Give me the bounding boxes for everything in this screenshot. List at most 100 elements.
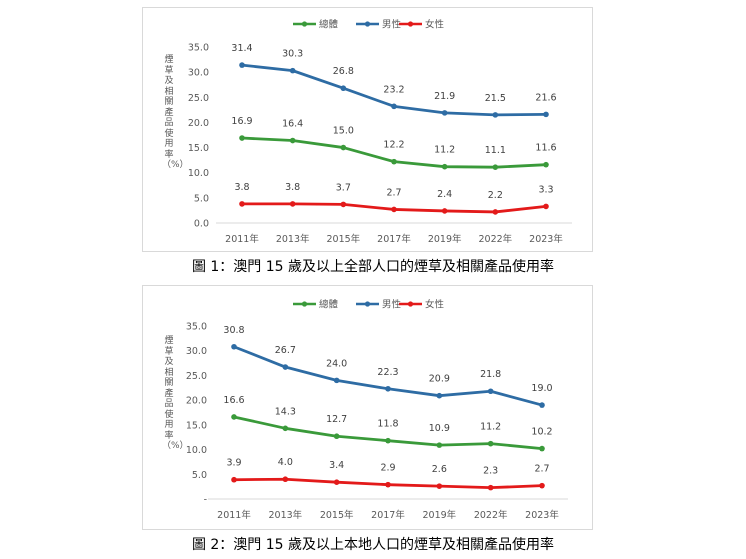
chart-1-y-tick-label: 30.0	[188, 68, 209, 79]
chart-1-data-point	[239, 135, 245, 141]
chart-2-data-point	[333, 433, 340, 440]
chart-1-y-tick-label: 10.0	[188, 168, 209, 179]
chart-2-x-tick-label: 2022年	[474, 509, 508, 521]
chart-2-data-label: 2.3	[483, 466, 498, 477]
chart-1-y-tick-label: 20.0	[188, 118, 209, 129]
chart-1-data-point	[340, 144, 347, 151]
chart-1-x-tick-label: 2023年	[529, 233, 563, 245]
chart-2-data-label: 2.7	[534, 464, 549, 475]
chart-1-x-tick-label: 2011年	[225, 233, 259, 245]
chart-1-y-axis-label: 煙草及相關產品使用率（%）	[162, 55, 189, 170]
chart-2-legend-swatch-marker	[407, 301, 414, 307]
chart-2-data-point	[385, 437, 391, 444]
chart-2-x-tick-label: 2019年	[422, 509, 456, 521]
chart-panel-1: 35.0 30.0 25.0 20.0 15.0 10.0 5.0 0.0 2011年 2013年…	[142, 7, 593, 252]
chart-1-data-label: 21.5	[485, 93, 506, 104]
chart-1-data-label: 12.2	[383, 140, 404, 151]
chart-1-data-label: 21.9	[434, 91, 455, 102]
chart-2-y-tick-label: 15.0	[186, 420, 207, 431]
chart-1-x-tick-label: 2015年	[326, 233, 360, 245]
chart-1-data-point	[492, 164, 499, 170]
chart-2-data-point	[231, 414, 237, 420]
chart-2-data-point	[436, 483, 443, 489]
chart-2-data-point	[487, 440, 494, 447]
chart-1-data-point	[340, 85, 347, 92]
chart-2-data-point	[436, 392, 443, 399]
chart-1-data-point	[543, 111, 549, 118]
chart-2-data-label: 26.7	[275, 345, 296, 356]
chart-1-y-tick-label: 0.0	[194, 219, 209, 230]
chart-2-data-point	[231, 476, 237, 483]
chart-2-data-point	[487, 484, 494, 491]
chart-1-x-tick-label: 2022年	[478, 233, 512, 245]
chart-1-data-point	[289, 67, 296, 74]
chart-2-x-tick-label: 2023年	[525, 509, 559, 521]
chart-1-data-label: 3.8	[234, 182, 249, 193]
chart-1-legend-label: 男性	[382, 19, 402, 31]
chart-1-data-point	[289, 201, 296, 207]
chart-1-data-point	[441, 208, 448, 214]
chart-1-data-label: 16.4	[282, 119, 303, 130]
chart-1-data-label: 30.3	[282, 49, 303, 60]
chart-1-data-label: 31.4	[231, 43, 252, 54]
chart-2-data-label: 2.9	[380, 463, 395, 474]
chart-2-legend-label: 總體	[319, 299, 339, 311]
chart-2-data-point	[282, 425, 289, 432]
chart-1-data-point	[239, 201, 245, 207]
chart-2-data-point	[333, 377, 340, 384]
chart-1-y-tick-label: 5.0	[194, 193, 209, 204]
chart-1-x-tick-label: 2019年	[428, 233, 462, 245]
chart-2-data-label: 11.8	[377, 419, 398, 430]
chart-1-data-label: 2.7	[386, 187, 401, 198]
chart-2-legend-swatch-marker	[301, 301, 308, 307]
chart-1-data-point	[391, 103, 397, 110]
chart-1-y-tick-label: 15.0	[188, 143, 209, 154]
chart-2-data-label: 21.8	[480, 369, 501, 380]
chart-1-data-label: 23.2	[383, 84, 404, 95]
chart-2-data-label: 10.2	[531, 427, 552, 438]
chart-1-data-label: 3.3	[538, 184, 553, 195]
chart-2-data-label: 20.9	[429, 374, 450, 385]
chart-1-legend-label: 總體	[319, 19, 339, 31]
chart-2-data-point	[539, 402, 545, 408]
chart-2-x-tick-label: 2013年	[268, 509, 302, 521]
chart-2-svg: 35.0 30.0 25.0 20.0 15.0 10.0 5.0 -2011年 2013年 20…	[186, 299, 568, 521]
chart-2-y-tick-label: 10.0	[186, 445, 207, 456]
chart-2-y-tick-label: 35.0	[186, 322, 207, 333]
chart-2-y-axis-label: 煙草及相關產品使用率（%）	[162, 336, 189, 451]
chart-2-data-point	[282, 476, 289, 483]
chart-2-data-label: 16.6	[223, 395, 244, 406]
chart-2-data-label: 3.9	[226, 458, 241, 469]
chart-1-data-point	[492, 112, 499, 118]
chart-1-data-point	[391, 158, 397, 165]
chart-2-data-point	[385, 385, 391, 392]
chart-2-data-label: 2.6	[432, 464, 447, 475]
chart-2-data-label: 22.3	[377, 367, 398, 378]
chart-2-data-label: 19.0	[531, 383, 552, 394]
chart-2-data-point	[385, 481, 391, 488]
chart-2-data-label: 3.4	[329, 460, 344, 471]
chart-2-legend-label: 女性	[425, 299, 445, 311]
chart-2-data-label: 4.0	[278, 457, 293, 468]
chart-2-y-tick-label: 30.0	[186, 346, 207, 357]
chart-1-data-point	[492, 209, 499, 215]
chart-1-data-label: 3.8	[285, 182, 300, 193]
chart-2-data-point	[333, 479, 340, 485]
chart-1-legend-label: 女性	[425, 19, 445, 31]
chart-2-data-point	[487, 388, 494, 395]
chart-2-x-tick-label: 2017年	[371, 509, 405, 521]
chart-1-data-point	[239, 62, 245, 68]
chart-1-x-tick-label: 2017年	[377, 233, 411, 245]
chart-1-data-label: 3.7	[336, 182, 351, 193]
chart-1-data-label: 2.2	[488, 190, 503, 201]
chart-2-x-tick-label: 2011年	[217, 509, 251, 521]
chart-2-y-tick-label: -	[204, 495, 207, 506]
chart-2-data-point	[282, 364, 289, 370]
chart-1-data-label: 11.2	[434, 145, 455, 156]
chart-1-data-point	[289, 137, 296, 144]
chart-1-data-point	[441, 163, 448, 170]
chart-2-data-label: 11.2	[480, 422, 501, 433]
figure-2-caption: 圖 2：澳門 15 歲及以上本地人口的煙草及相關產品使用率	[191, 537, 555, 553]
chart-2-y-tick-label: 5.0	[192, 470, 207, 481]
chart-1-data-label: 11.1	[485, 145, 506, 156]
